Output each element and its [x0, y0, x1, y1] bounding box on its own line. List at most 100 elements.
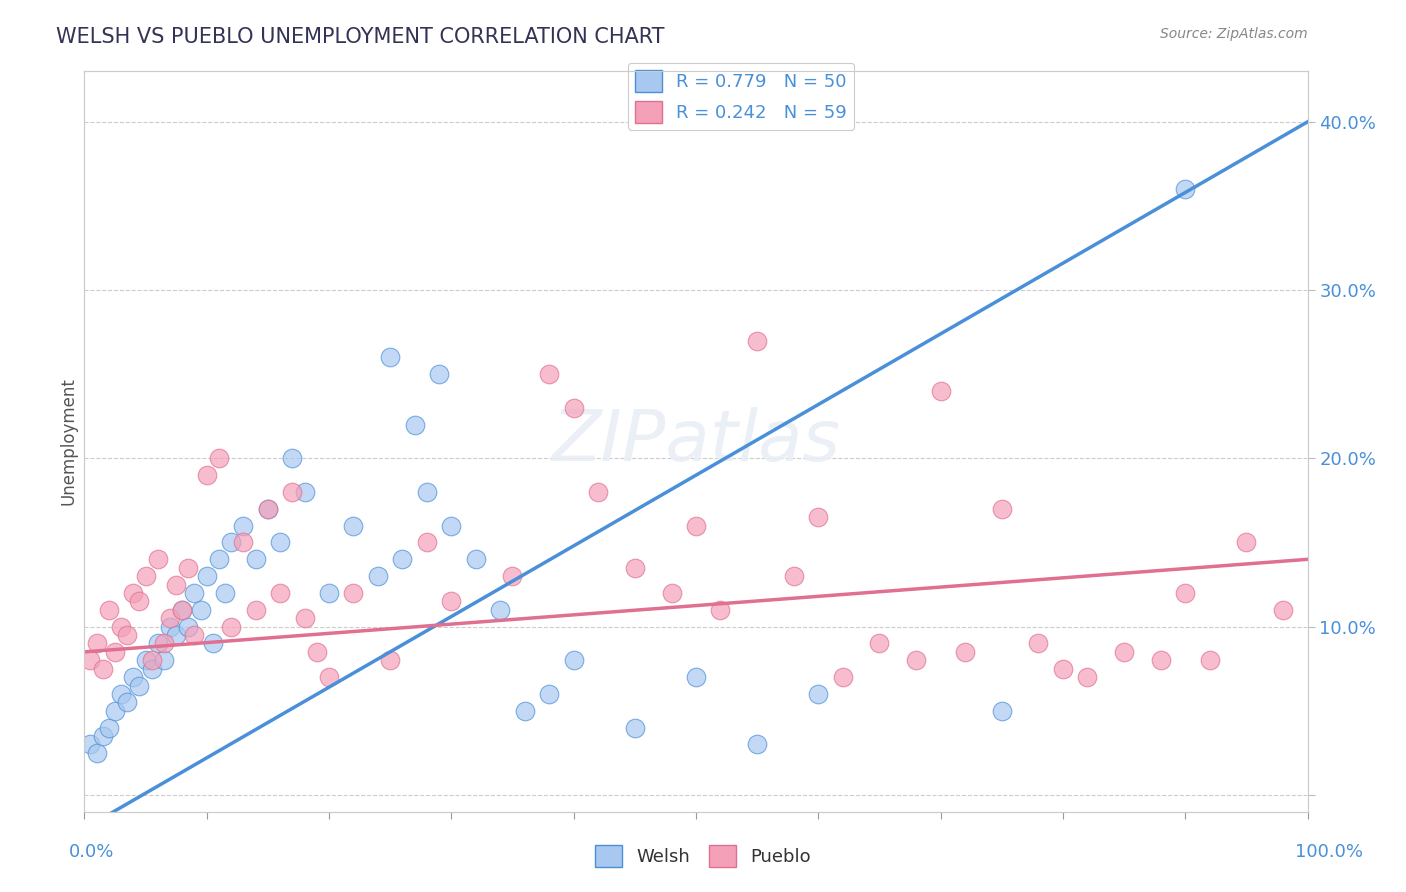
Point — [513, 704, 536, 718]
Point — [122, 670, 145, 684]
Point — [269, 535, 291, 549]
Point — [122, 586, 145, 600]
Point — [991, 704, 1014, 718]
Point — [318, 670, 340, 684]
Point — [342, 586, 364, 600]
Point — [807, 510, 830, 524]
Point — [391, 552, 413, 566]
Point — [831, 670, 853, 684]
Text: Source: ZipAtlas.com: Source: ZipAtlas.com — [1160, 27, 1308, 41]
Point — [562, 401, 585, 415]
Y-axis label: Unemployment: Unemployment — [59, 377, 77, 506]
Point — [318, 586, 340, 600]
Point — [86, 636, 108, 650]
Point — [110, 687, 132, 701]
Point — [440, 594, 463, 608]
Point — [538, 368, 561, 382]
Point — [201, 636, 224, 650]
Point — [929, 384, 952, 398]
Point — [1198, 653, 1220, 667]
Point — [159, 611, 181, 625]
Point — [905, 653, 928, 667]
Point — [208, 451, 231, 466]
Point — [104, 704, 127, 718]
Point — [208, 552, 231, 566]
Text: WELSH VS PUEBLO UNEMPLOYMENT CORRELATION CHART: WELSH VS PUEBLO UNEMPLOYMENT CORRELATION… — [56, 27, 665, 46]
Point — [380, 351, 402, 365]
Point — [153, 653, 176, 667]
Point — [159, 619, 181, 633]
Point — [86, 746, 108, 760]
Point — [281, 485, 304, 500]
Point — [1028, 636, 1050, 650]
Point — [489, 603, 512, 617]
Point — [807, 687, 830, 701]
Point — [427, 368, 450, 382]
Point — [416, 535, 439, 549]
Point — [624, 721, 647, 735]
Point — [79, 653, 101, 667]
Point — [416, 485, 439, 500]
Point — [562, 653, 585, 667]
Point — [219, 619, 242, 633]
Point — [1174, 182, 1197, 196]
Point — [153, 636, 176, 650]
Point — [115, 628, 138, 642]
Point — [404, 417, 426, 432]
Point — [214, 586, 236, 600]
Point — [195, 468, 218, 483]
Point — [104, 645, 127, 659]
Point — [128, 679, 150, 693]
Point — [1174, 586, 1197, 600]
Point — [586, 485, 609, 500]
Point — [91, 662, 114, 676]
Point — [257, 501, 280, 516]
Point — [172, 603, 194, 617]
Point — [183, 586, 205, 600]
Point — [709, 603, 731, 617]
Point — [177, 619, 200, 633]
Point — [661, 586, 683, 600]
Text: 0.0%: 0.0% — [69, 843, 114, 861]
Point — [281, 451, 304, 466]
Point — [146, 636, 169, 650]
Point — [141, 653, 163, 667]
Point — [869, 636, 891, 650]
Point — [953, 645, 976, 659]
Point — [464, 552, 486, 566]
Point — [685, 518, 707, 533]
Point — [110, 619, 132, 633]
Point — [146, 552, 169, 566]
Point — [135, 653, 157, 667]
Point — [190, 603, 212, 617]
Point — [128, 594, 150, 608]
Point — [245, 603, 267, 617]
Point — [79, 738, 101, 752]
Point — [624, 560, 647, 574]
Point — [269, 586, 291, 600]
Point — [783, 569, 806, 583]
Legend: Welsh, Pueblo: Welsh, Pueblo — [588, 838, 818, 874]
Point — [1272, 603, 1295, 617]
Point — [294, 611, 316, 625]
Point — [97, 603, 120, 617]
Point — [305, 645, 328, 659]
Text: ZIPatlas: ZIPatlas — [551, 407, 841, 476]
Point — [135, 569, 157, 583]
Point — [294, 485, 316, 500]
Point — [232, 518, 254, 533]
Point — [440, 518, 463, 533]
Point — [747, 334, 769, 348]
Point — [165, 628, 187, 642]
Point — [342, 518, 364, 533]
Point — [183, 628, 205, 642]
Point — [380, 653, 402, 667]
Point — [991, 501, 1014, 516]
Point — [1076, 670, 1098, 684]
Point — [97, 721, 120, 735]
Point — [91, 729, 114, 743]
Point — [165, 577, 187, 591]
Point — [538, 687, 561, 701]
Point — [232, 535, 254, 549]
Text: 100.0%: 100.0% — [1295, 843, 1362, 861]
